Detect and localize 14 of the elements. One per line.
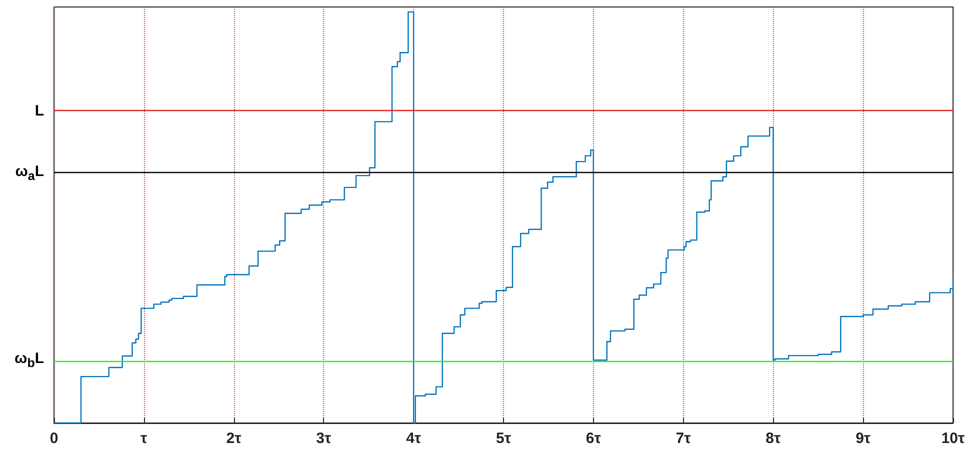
- x-tick-label: τ: [140, 430, 148, 447]
- ref-line-label: ω$_{a}$L: [15, 162, 44, 183]
- ref-line-label: ω$_{b}$L: [14, 350, 44, 370]
- x-tick-label: 0: [50, 430, 58, 447]
- x-tick-label: 5τ: [496, 430, 512, 447]
- x-tick-label: 4τ: [406, 430, 422, 447]
- x-tick-label: 8τ: [766, 430, 782, 447]
- x-tick-label: 3τ: [316, 430, 332, 447]
- x-tick-label: 2τ: [226, 430, 242, 447]
- ref-line-label: L: [34, 102, 44, 120]
- x-tick-label: 9τ: [856, 430, 871, 447]
- x-tick-label: 7τ: [676, 430, 692, 447]
- x-tick-label: 6τ: [586, 430, 602, 447]
- x-tick-label: 10τ: [941, 430, 965, 447]
